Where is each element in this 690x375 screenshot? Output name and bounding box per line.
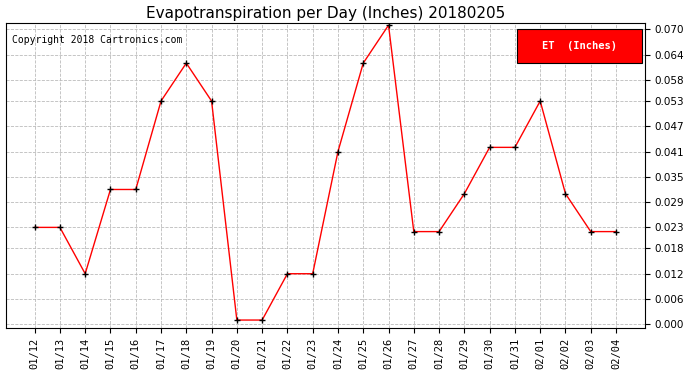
Title: Evapotranspiration per Day (Inches) 20180205: Evapotranspiration per Day (Inches) 2018…	[146, 6, 505, 21]
Text: Copyright 2018 Cartronics.com: Copyright 2018 Cartronics.com	[12, 35, 182, 45]
Text: ET  (Inches): ET (Inches)	[542, 41, 617, 51]
FancyBboxPatch shape	[518, 29, 642, 63]
